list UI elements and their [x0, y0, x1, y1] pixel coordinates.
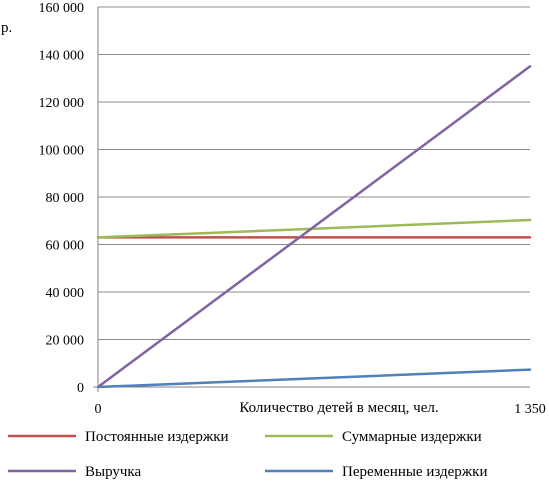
y-tick-label: 20 000 — [46, 334, 85, 349]
y-tick-label: 160 000 — [39, 1, 85, 16]
legend: Постоянные издержки Суммарные издержки Выр… — [8, 429, 488, 480]
series-line-3 — [96, 65, 532, 389]
y-tick-labels: 0 20 000 40 000 60 000 80 000 100 000 120 000 1… — [39, 1, 85, 396]
legend-label: Суммарные издержки — [342, 429, 482, 445]
legend-label: Выручка — [85, 464, 141, 480]
y-tick-label: 60 000 — [46, 239, 85, 254]
y-tick-label: 40 000 — [46, 286, 85, 301]
x-tick-label: 0 — [95, 402, 102, 417]
y-tick-label: 120 000 — [39, 96, 85, 111]
gridlines — [98, 6, 530, 340]
axes — [93, 7, 530, 392]
y-tick-label: 100 000 — [39, 144, 85, 159]
y-tick-label: 0 — [77, 381, 84, 396]
y-axis-unit-label: р. — [1, 20, 12, 36]
y-tick-label: 140 000 — [39, 49, 85, 64]
x-axis-label: Количество детей в месяц, чел. — [239, 400, 438, 416]
series-lines — [96, 65, 532, 389]
legend-label: Переменные издержки — [342, 464, 488, 480]
x-tick-labels: 0 1 350 — [95, 402, 546, 417]
legend-label: Постоянные издержки — [85, 429, 229, 445]
x-tick-label: 1 350 — [514, 402, 546, 417]
y-tick-label: 80 000 — [46, 191, 85, 206]
series-line-4 — [96, 368, 532, 389]
series-line-2 — [96, 218, 532, 239]
